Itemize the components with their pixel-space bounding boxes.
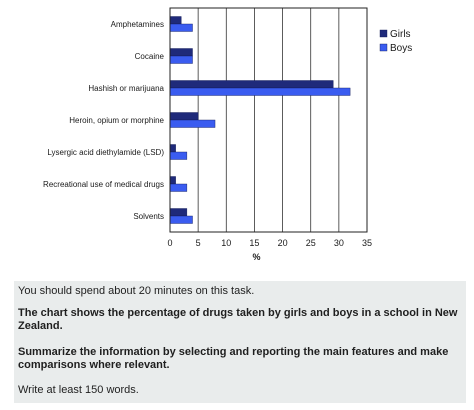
x-tick-label: 30 <box>334 238 344 248</box>
bar-girls-5 <box>169 176 176 185</box>
bar-chart: Amphetamines Cocaine Hashish or marijuana H… <box>43 7 412 262</box>
bar-boys-6 <box>169 215 193 224</box>
category-label: Hashish or marijuana <box>88 84 164 93</box>
task-summary-instruction: Summarize the information by selecting a… <box>18 346 449 371</box>
legend-swatch-boys <box>379 43 388 52</box>
legend-swatch-girls <box>379 29 388 38</box>
category-labels: Amphetamines Cocaine Hashish or marijuana H… <box>43 20 165 221</box>
category-label: Recreational use of medical drugs <box>43 180 164 189</box>
bar-boys-3 <box>169 119 216 128</box>
task-instructions-panel <box>14 281 466 403</box>
category-label: Amphetamines <box>111 20 164 29</box>
legend-label-boys: Boys <box>390 43 412 54</box>
legend: Girls Boys <box>379 29 412 54</box>
bar-girls-2 <box>169 80 334 89</box>
bar-boys-5 <box>169 183 188 192</box>
bar-boys-1 <box>169 55 193 64</box>
category-label: Heroin, opium or morphine <box>69 116 164 125</box>
bars <box>169 16 351 224</box>
x-tick-label: 5 <box>196 238 201 248</box>
x-tick-labels: 0 5 10 15 20 25 30 35 <box>167 238 372 248</box>
bar-girls-1 <box>169 48 193 57</box>
bar-girls-6 <box>169 208 188 217</box>
category-label: Cocaine <box>135 52 165 61</box>
x-tick-label: 35 <box>362 238 372 248</box>
x-tick-label: 25 <box>306 238 316 248</box>
x-axis-label: % <box>252 252 260 262</box>
grid-lines <box>169 8 368 232</box>
bar-girls-3 <box>169 112 199 121</box>
task-chart-description: The chart shows the percentage of drugs … <box>18 307 458 332</box>
bar-girls-0 <box>169 16 182 25</box>
legend-label-girls: Girls <box>390 29 411 40</box>
x-tick-label: 0 <box>167 238 172 248</box>
x-tick-label: 15 <box>249 238 259 248</box>
bar-boys-2 <box>169 87 351 96</box>
x-tick-label: 20 <box>278 238 288 248</box>
task-time-note: You should spend about 20 minutes on thi… <box>18 285 255 297</box>
category-label: Solvents <box>133 212 164 221</box>
task-word-count: Write at least 150 words. <box>18 384 139 396</box>
bar-girls-4 <box>169 144 176 153</box>
plot-frame <box>169 7 368 233</box>
bar-boys-0 <box>169 23 193 32</box>
category-label: Lysergic acid diethylamide (LSD) <box>47 148 164 157</box>
bar-boys-4 <box>169 151 188 160</box>
x-tick-label: 10 <box>221 238 231 248</box>
